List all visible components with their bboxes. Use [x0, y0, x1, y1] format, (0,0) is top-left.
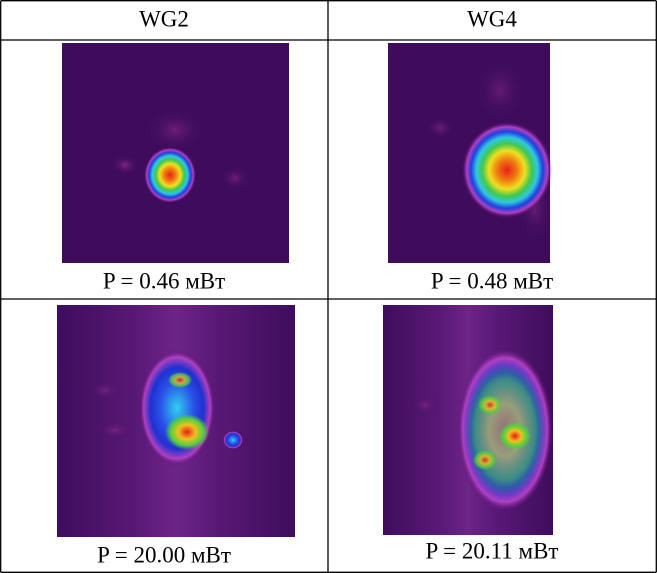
beam-image — [383, 305, 553, 535]
beam-image — [57, 305, 295, 537]
beam-image — [62, 43, 289, 263]
caption: P = 0.46 мВт — [103, 268, 225, 293]
column-header: WG2 — [139, 6, 189, 31]
beam-image — [388, 43, 552, 263]
caption: P = 20.00 мВт — [97, 542, 231, 567]
column-header: WG4 — [467, 6, 517, 31]
caption: P = 0.48 мВт — [431, 268, 553, 293]
caption: P = 20.11 мВт — [425, 538, 558, 563]
